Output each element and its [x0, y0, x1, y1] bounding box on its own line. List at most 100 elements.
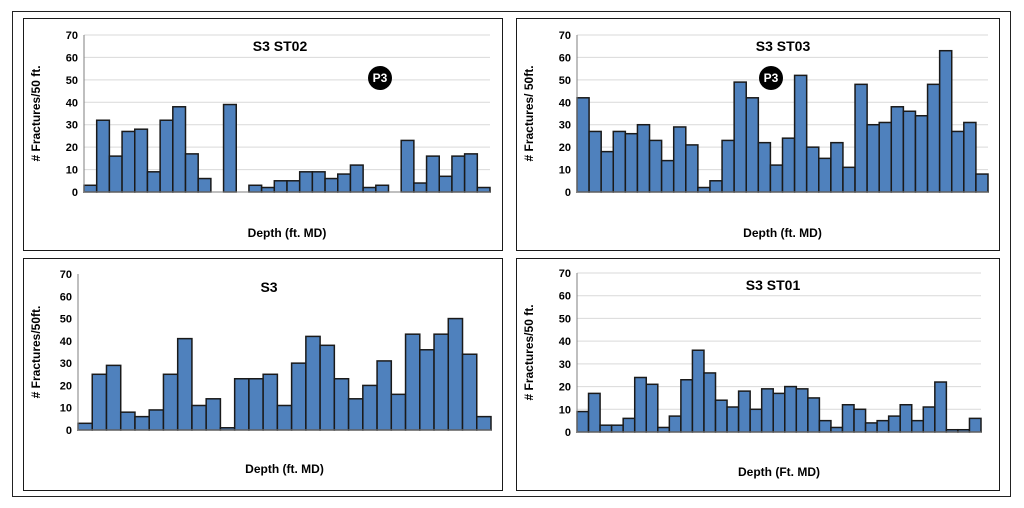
- chart-panel-s3-st03: 0 10 20 30 40 50 60 70 S3 ST03 Depth (ft. MD) # Fr…: [516, 18, 1000, 251]
- y-tick-label: 20: [66, 142, 78, 154]
- y-tick-label: 70: [559, 268, 571, 280]
- bar: [248, 184, 263, 193]
- y-axis-label: # Fractures/50 ft.: [29, 65, 43, 161]
- chart-title: S3 ST03: [756, 38, 811, 54]
- bar: [333, 377, 350, 431]
- bar: [902, 110, 917, 193]
- y-tick-label: 40: [559, 97, 571, 109]
- y-tick-label: 40: [60, 336, 72, 348]
- chart-svg: 0 10 20 30 40 50 60 70 S3 ST03 Depth (ft. MD) # Fr…: [522, 30, 989, 240]
- y-tick-label: 0: [72, 187, 78, 199]
- bar: [781, 137, 796, 193]
- y-tick-label: 40: [66, 97, 78, 109]
- bar: [691, 349, 705, 433]
- y-tick-label: 10: [559, 404, 571, 416]
- chart-panel-s3-st02: 0 10 20 30 40 50 60 70 S3 ST02 Depth (ft. MD) # Fr…: [23, 18, 503, 251]
- badge-label: P3: [764, 71, 779, 85]
- bar: [91, 373, 108, 431]
- annotation-badge: P3: [368, 66, 392, 90]
- bar: [887, 415, 901, 433]
- bar: [433, 333, 450, 431]
- bar: [176, 337, 193, 431]
- y-tick-label: 40: [559, 336, 571, 348]
- bar: [660, 159, 675, 193]
- bar: [311, 171, 326, 193]
- bar: [680, 379, 694, 433]
- bar: [290, 362, 307, 431]
- bar: [375, 184, 390, 193]
- bar: [610, 424, 624, 433]
- bar: [576, 410, 590, 433]
- bar: [95, 119, 111, 193]
- bar: [784, 385, 798, 433]
- y-tick-label: 60: [559, 291, 571, 303]
- bar: [685, 144, 699, 193]
- bar: [362, 186, 377, 193]
- bar: [636, 123, 651, 193]
- bar: [362, 384, 378, 431]
- bar: [273, 180, 288, 193]
- bar: [733, 81, 747, 193]
- y-tick-label: 50: [60, 314, 72, 326]
- bar: [866, 123, 880, 193]
- x-axis-label: Depth (ft. MD): [245, 462, 324, 476]
- bar: [645, 383, 659, 433]
- y-tick-label: 70: [66, 30, 78, 42]
- bar: [77, 422, 93, 431]
- y-tick-label: 30: [66, 120, 78, 132]
- bar: [184, 153, 199, 193]
- bar: [248, 377, 264, 431]
- bar: [769, 164, 784, 193]
- bar: [305, 335, 321, 431]
- bar: [818, 157, 832, 193]
- bar: [599, 424, 613, 433]
- bar: [463, 153, 479, 193]
- bar: [975, 173, 989, 193]
- bar: [830, 141, 844, 193]
- y-tick-label: 30: [60, 358, 72, 370]
- bar: [807, 397, 821, 433]
- figure-frame: [12, 11, 1011, 497]
- bar: [576, 97, 590, 193]
- bar: [390, 393, 407, 431]
- bar: [772, 392, 786, 433]
- bar: [191, 404, 207, 431]
- bar: [134, 128, 149, 193]
- y-tick-label: 50: [66, 75, 78, 87]
- bar: [260, 186, 276, 193]
- bar: [914, 114, 929, 193]
- chart-panel-s3: 0 10 20 30 40 50 60 70 S3 Depth (ft. MD) # Fractur…: [23, 258, 503, 491]
- bar: [476, 415, 492, 431]
- bar: [950, 130, 965, 193]
- bar: [233, 377, 250, 431]
- y-tick-label: 60: [66, 52, 78, 64]
- bar: [841, 403, 855, 433]
- bar: [622, 417, 636, 433]
- x-axis-label: Depth (Ft. MD): [738, 465, 820, 479]
- bar: [854, 83, 868, 193]
- y-tick-label: 60: [60, 291, 72, 303]
- y-tick-label: 60: [559, 52, 571, 64]
- y-axis-label: # Fractures/50ft.: [29, 306, 43, 399]
- y-tick-label: 20: [559, 382, 571, 394]
- y-tick-label: 70: [60, 269, 72, 281]
- bar: [703, 372, 717, 433]
- bar: [612, 130, 627, 193]
- bar: [600, 150, 615, 193]
- bar: [668, 415, 682, 433]
- bar: [757, 141, 772, 193]
- bar: [714, 399, 728, 433]
- chart-svg: 0 10 20 30 40 50 60 70 S3 Depth (ft. MD) # Fractur…: [29, 269, 492, 476]
- chart-svg: 0 10 20 30 40 50 60 70 S3 ST02 Depth (ft. MD) # Fr…: [29, 30, 491, 240]
- bar: [419, 349, 435, 431]
- bar: [286, 180, 301, 193]
- bar: [657, 426, 671, 433]
- y-tick-label: 10: [60, 403, 72, 415]
- bar: [749, 408, 763, 433]
- badge-label: P3: [373, 71, 388, 85]
- chart-title: S3 ST02: [253, 38, 308, 54]
- bar: [298, 171, 314, 193]
- bar: [324, 177, 339, 193]
- y-tick-label: 0: [565, 427, 571, 439]
- bar: [108, 155, 123, 193]
